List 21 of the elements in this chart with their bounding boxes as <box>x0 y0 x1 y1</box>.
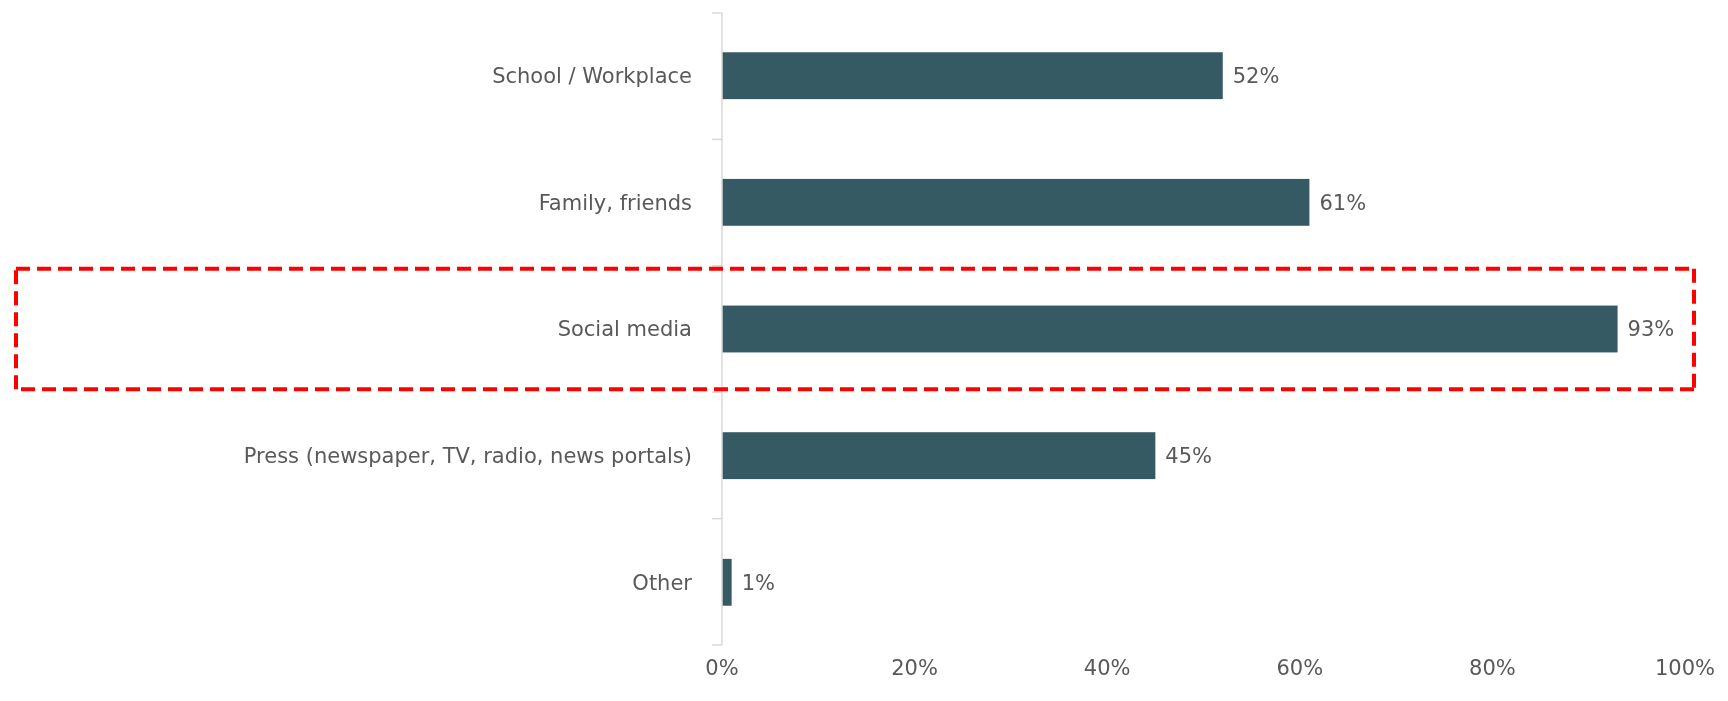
bar <box>722 178 1310 226</box>
x-tick-label: 60% <box>1276 656 1324 680</box>
x-tick-label: 20% <box>891 656 938 680</box>
y-tick-label: Other <box>632 570 693 595</box>
x-tick-label: 80% <box>1469 656 1516 680</box>
x-tick-label: 100% <box>1654 656 1716 680</box>
data-label: 45% <box>1165 444 1213 468</box>
y-tick-label: Family, friends <box>538 190 692 215</box>
data-label: 1% <box>741 570 775 595</box>
bar <box>722 305 1618 353</box>
data-label: 52% <box>1232 64 1280 89</box>
data-label: 61% <box>1319 190 1367 215</box>
data-label: 93% <box>1627 317 1675 342</box>
bar <box>722 52 1223 100</box>
bar <box>722 432 1156 480</box>
y-tick-label: School / Workplace <box>492 64 692 89</box>
bar <box>722 558 732 606</box>
x-tick-label: 0% <box>705 656 739 680</box>
x-tick-label: 40% <box>1083 656 1131 680</box>
y-tick-label: Social media <box>557 317 692 342</box>
y-tick-label: Press (newspaper, TV, radio, news portals) <box>243 444 692 468</box>
